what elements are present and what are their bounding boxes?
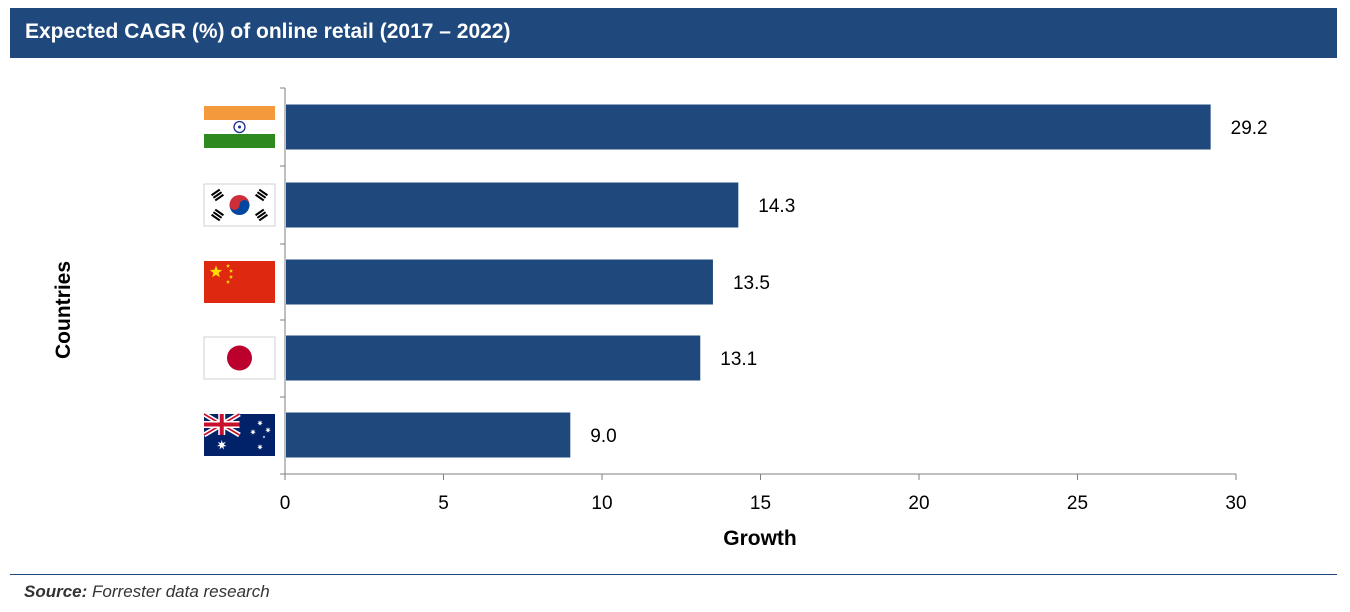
- data-label: 14.3: [758, 196, 795, 217]
- x-tick-label: 25: [1067, 493, 1088, 514]
- source-label: Source:: [24, 582, 88, 601]
- bar-australia: [286, 412, 571, 458]
- title-bar: Expected CAGR (%) of online retail (2017…: [10, 8, 1337, 58]
- x-tick-label: 0: [280, 493, 291, 514]
- japan-flag-icon: [203, 336, 276, 380]
- footer-divider: [10, 574, 1337, 575]
- x-tick-label: 30: [1225, 493, 1246, 514]
- australia-flag-icon: [202, 411, 275, 456]
- source-note: Source: Forrester data research: [24, 582, 270, 602]
- chart-title: Expected CAGR (%) of online retail (2017…: [25, 20, 511, 43]
- x-tick-label: 5: [438, 493, 449, 514]
- source-text: Forrester data research: [92, 582, 270, 601]
- south-korea-flag-icon: [203, 183, 276, 227]
- bar-india: [286, 104, 1211, 150]
- x-tick-label: 10: [591, 493, 612, 514]
- bar-south-korea: [286, 182, 739, 228]
- data-label: 13.5: [733, 273, 770, 294]
- data-label: 13.1: [720, 349, 757, 370]
- x-tick-label: 15: [750, 493, 771, 514]
- bar-china: [286, 259, 713, 305]
- india-flag-icon: [204, 106, 275, 148]
- x-tick-label: 20: [908, 493, 929, 514]
- china-flag-icon: [204, 261, 275, 303]
- data-label: 9.0: [590, 426, 616, 447]
- y-axis-title: Countries: [52, 261, 75, 359]
- data-label: 29.2: [1231, 118, 1268, 139]
- bar-japan: [286, 335, 701, 381]
- x-axis-title: Growth: [723, 527, 797, 550]
